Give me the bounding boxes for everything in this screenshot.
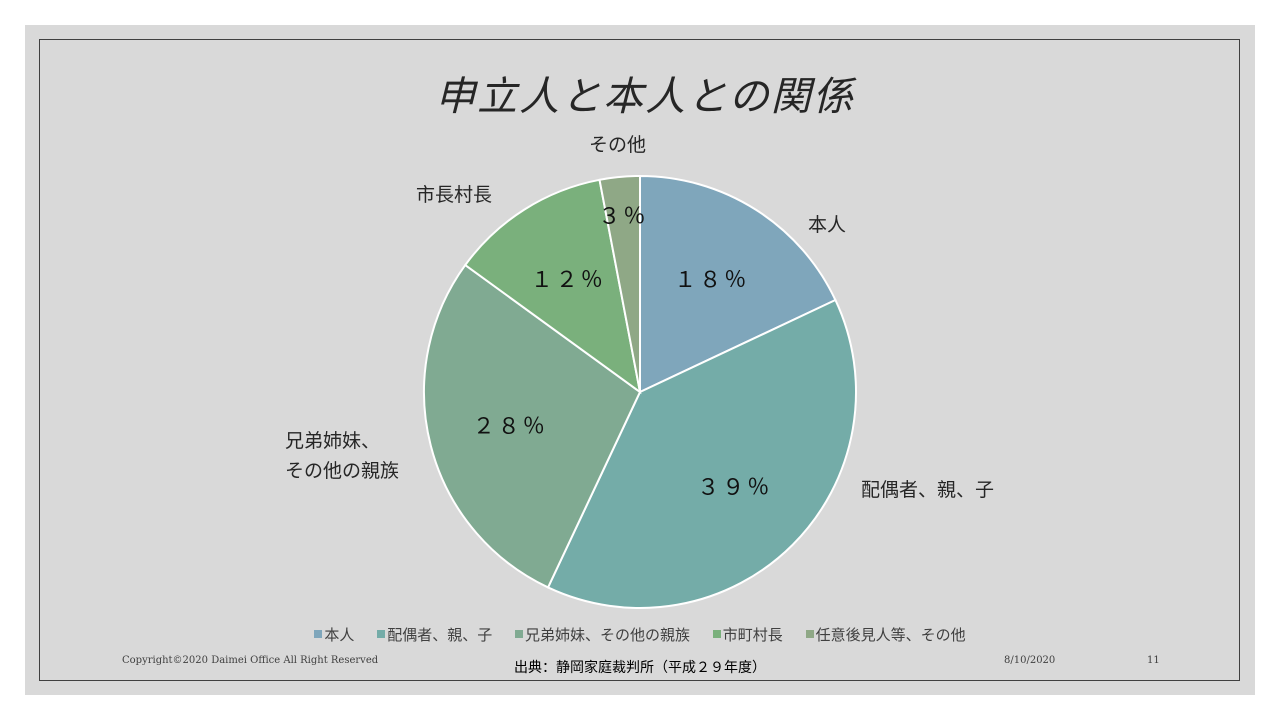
- legend-item: 市町村長: [712, 624, 783, 645]
- legend-swatch: [514, 630, 523, 638]
- pie-slice: [598, 174, 641, 393]
- legend-label: 任意後見人等、その他: [815, 626, 966, 644]
- slice-label-siblings-line1: 兄弟姉妹、: [285, 430, 381, 452]
- pie-slice: [463, 178, 642, 395]
- legend-swatch: [805, 630, 814, 638]
- legend-label: 配偶者、親、子: [387, 626, 493, 644]
- source-text: 出典：静岡家庭裁判所（平成２９年度）: [514, 660, 766, 676]
- copyright-text: Copyright©2020 Daimei Office All Right R…: [122, 655, 379, 666]
- slice-label-other: その他: [589, 134, 647, 156]
- slide-number: 11: [1147, 655, 1160, 666]
- slice-value-label: ３％: [598, 205, 648, 230]
- slice-value-label: １２％: [531, 268, 606, 293]
- slice-label-mayor: 市長村長: [416, 184, 493, 206]
- legend-label: 兄弟姉妹、その他の親族: [524, 626, 690, 644]
- slice-value-label: ３９％: [697, 476, 772, 501]
- legend-label: 市町村長: [722, 626, 783, 644]
- legend-swatch: [314, 630, 323, 638]
- chart-title: 申立人と本人との関係: [435, 74, 855, 120]
- legend-item: 任意後見人等、その他: [805, 624, 966, 645]
- slice-label-siblings-relatives: 兄弟姉妹、 その他の親族: [285, 426, 399, 486]
- slide-date: 8/10/2020: [1004, 655, 1056, 666]
- legend-item: 兄弟姉妹、その他の親族: [514, 624, 690, 645]
- pie-slice: [639, 174, 837, 394]
- slice-label-honnin: 本人: [808, 214, 847, 236]
- slice-label-siblings-line2: その他の親族: [285, 460, 400, 482]
- pie-slice: [423, 263, 642, 589]
- chart-legend: 本人 配偶者、親、子 兄弟姉妹、その他の親族 市町村長 任意後見人等、その他: [0, 624, 1280, 645]
- slice-value-label: １８％: [674, 268, 749, 293]
- legend-swatch: [377, 630, 386, 638]
- legend-label: 本人: [324, 626, 355, 644]
- slice-label-spouse-parent-child: 配偶者、親、子: [861, 479, 995, 501]
- legend-item: 配偶者、親、子: [377, 624, 492, 645]
- legend-item: 本人: [314, 624, 354, 645]
- slice-value-label: ２８％: [473, 414, 548, 439]
- legend-swatch: [712, 630, 721, 638]
- slide-frame: [39, 39, 1240, 681]
- pie-slice: [546, 298, 857, 609]
